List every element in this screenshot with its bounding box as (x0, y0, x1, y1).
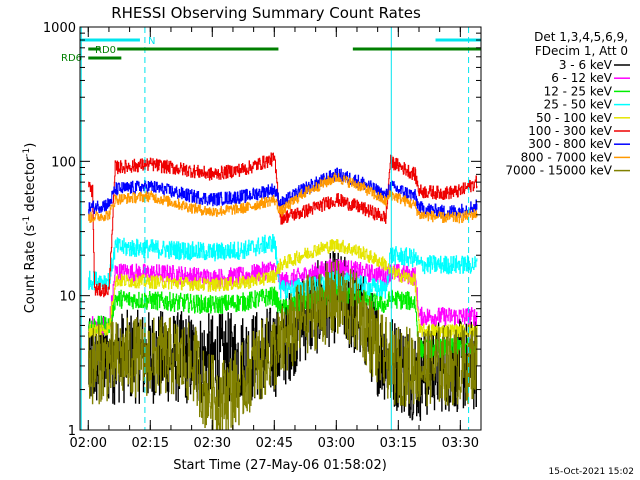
legend-label: 300 - 800 keV (528, 137, 612, 151)
legend-label: 25 - 50 keV (544, 98, 613, 112)
y-tick-label: 10 (59, 290, 76, 305)
legend: Det 1,3,4,5,6,9, FDecim 1, Att 0 3 - 6 k… (505, 30, 630, 178)
series-line-3 (88, 234, 478, 300)
x-tick-label: 02:30 (194, 436, 231, 451)
x-axis-label: Start Time (27-May-06 01:58:02) (173, 458, 387, 473)
generation-timestamp: 15-Oct-2021 15:02 (549, 467, 634, 477)
x-tick-label: 03:15 (380, 436, 417, 451)
legend-header-line1: Det 1,3,4,5,6,9, (534, 30, 628, 44)
legend-label: 100 - 300 keV (528, 124, 612, 138)
legend-label: 6 - 12 keV (551, 71, 613, 85)
series-line-4 (88, 239, 478, 338)
x-tick-label: 03:30 (442, 436, 479, 451)
legend-label: 50 - 100 keV (536, 111, 613, 125)
series-line-1 (88, 258, 478, 336)
flag-label-rd6: RD6 (61, 53, 82, 64)
y-tick-label: 1000 (43, 21, 76, 36)
legend-label: 800 - 7000 keV (521, 150, 613, 164)
flag-label-rd0: RD0 (95, 45, 116, 56)
legend-label: 12 - 25 keV (544, 84, 613, 98)
y-tick-label: 1 (68, 424, 76, 439)
chart-title: RHESSI Observing Summary Count Rates (111, 4, 421, 22)
x-tick-label: 02:45 (256, 436, 293, 451)
y-axis-label-part3: ) (23, 143, 38, 148)
x-tick-label: 02:00 (70, 436, 107, 451)
y-axis-label-part2: detector (23, 156, 38, 216)
y-axis-label-sup2: -1 (22, 148, 32, 157)
axes: 1 10 100 1000 02:00 02:15 02:30 02:45 03:00 03:15… (43, 21, 482, 451)
y-tick-label: 100 (51, 155, 76, 170)
series-line-7 (88, 172, 478, 224)
plot-content (80, 27, 481, 430)
legend-label: 3 - 6 keV (559, 58, 613, 72)
y-axis-label-sup1: -1 (22, 216, 32, 225)
flag-label-n: N (148, 36, 155, 47)
plot-frame (79, 26, 482, 431)
plot-area: N RD0 RD6 (61, 27, 481, 430)
x-tick-label: 03:00 (318, 436, 355, 451)
legend-label: 7000 - 15000 keV (505, 164, 612, 178)
y-axis-label: Count Rate (s-1 detector-1) (22, 143, 38, 314)
series-line-8 (88, 260, 478, 430)
legend-header-line2: FDecim 1, Att 0 (535, 44, 628, 58)
y-axis-label-part1: Count Rate (s (23, 225, 38, 314)
x-tick-label: 02:15 (132, 436, 169, 451)
series-line-6 (88, 167, 478, 218)
